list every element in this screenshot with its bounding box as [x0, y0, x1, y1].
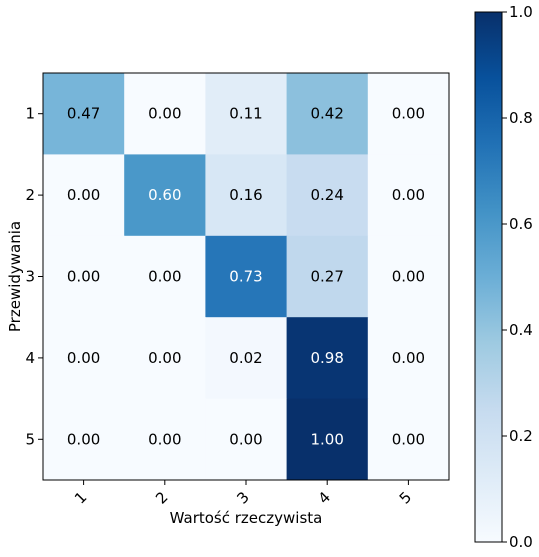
x-tick-label: 4: [315, 488, 334, 507]
cell-value-label: 0.98: [310, 349, 343, 367]
cell-value-label: 0.11: [229, 105, 262, 123]
colorbar-tick-label: 0.8: [509, 109, 533, 127]
x-tick-label: 5: [396, 488, 415, 507]
colorbar-tick-label: 0.2: [509, 427, 533, 445]
y-tick-label: 1: [25, 105, 35, 123]
cell-value-label: 0.24: [310, 186, 343, 204]
cell-value-label: 0.00: [148, 105, 181, 123]
y-tick-label: 5: [25, 430, 35, 448]
cell-value-label: 0.27: [310, 268, 343, 286]
cell-value-label: 0.00: [392, 349, 425, 367]
cell-value-label: 0.60: [148, 186, 181, 204]
cell-value-label: 0.00: [67, 349, 100, 367]
x-tick-label: 2: [152, 488, 171, 507]
cell-value-label: 0.00: [148, 268, 181, 286]
y-tick-label: 4: [25, 349, 35, 367]
colorbar: [475, 12, 502, 542]
colorbar-ticks: 0.0 0.2 0.4 0.6 0.8 1.0: [502, 3, 533, 551]
cell-value-label: 0.00: [148, 430, 181, 448]
cell-value-label: 0.47: [67, 105, 100, 123]
y-axis-ticks: 1 2 3 4 5: [25, 105, 43, 449]
cell-value-label: 0.00: [67, 430, 100, 448]
x-tick-label: 1: [71, 488, 90, 507]
cell-value-label: 0.00: [392, 268, 425, 286]
x-axis-ticks: 1 2 3 4 5: [71, 480, 415, 508]
y-axis-label: Przewidywania: [6, 221, 24, 332]
cell-value-label: 0.00: [148, 349, 181, 367]
cell-value-label: 0.02: [229, 349, 262, 367]
x-axis-label: Wartość rzeczywista: [170, 509, 323, 527]
cell-value-label: 0.00: [229, 430, 262, 448]
colorbar-tick-label: 1.0: [509, 3, 533, 21]
y-tick-label: 2: [25, 186, 35, 204]
cell-value-label: 0.73: [229, 268, 262, 286]
x-tick-label: 3: [233, 488, 252, 507]
cell-value-label: 0.00: [392, 430, 425, 448]
cell-value-label: 0.42: [310, 105, 343, 123]
y-tick-label: 3: [25, 268, 35, 286]
cell-value-label: 0.00: [392, 186, 425, 204]
cell-value-label: 0.00: [392, 105, 425, 123]
heatmap-cells: 0.47 0.00 0.11 0.42 0.00 0.00 0.60 0.16 0.24 0.00…: [43, 73, 450, 481]
colorbar-tick-label: 0.6: [509, 215, 533, 233]
colorbar-tick-label: 0.0: [509, 533, 533, 551]
cell-value-label: 1.00: [310, 430, 343, 448]
colorbar-tick-label: 0.4: [509, 321, 533, 339]
cell-value-label: 0.00: [67, 268, 100, 286]
cell-value-label: 0.00: [67, 186, 100, 204]
cell-value-label: 0.16: [229, 186, 262, 204]
